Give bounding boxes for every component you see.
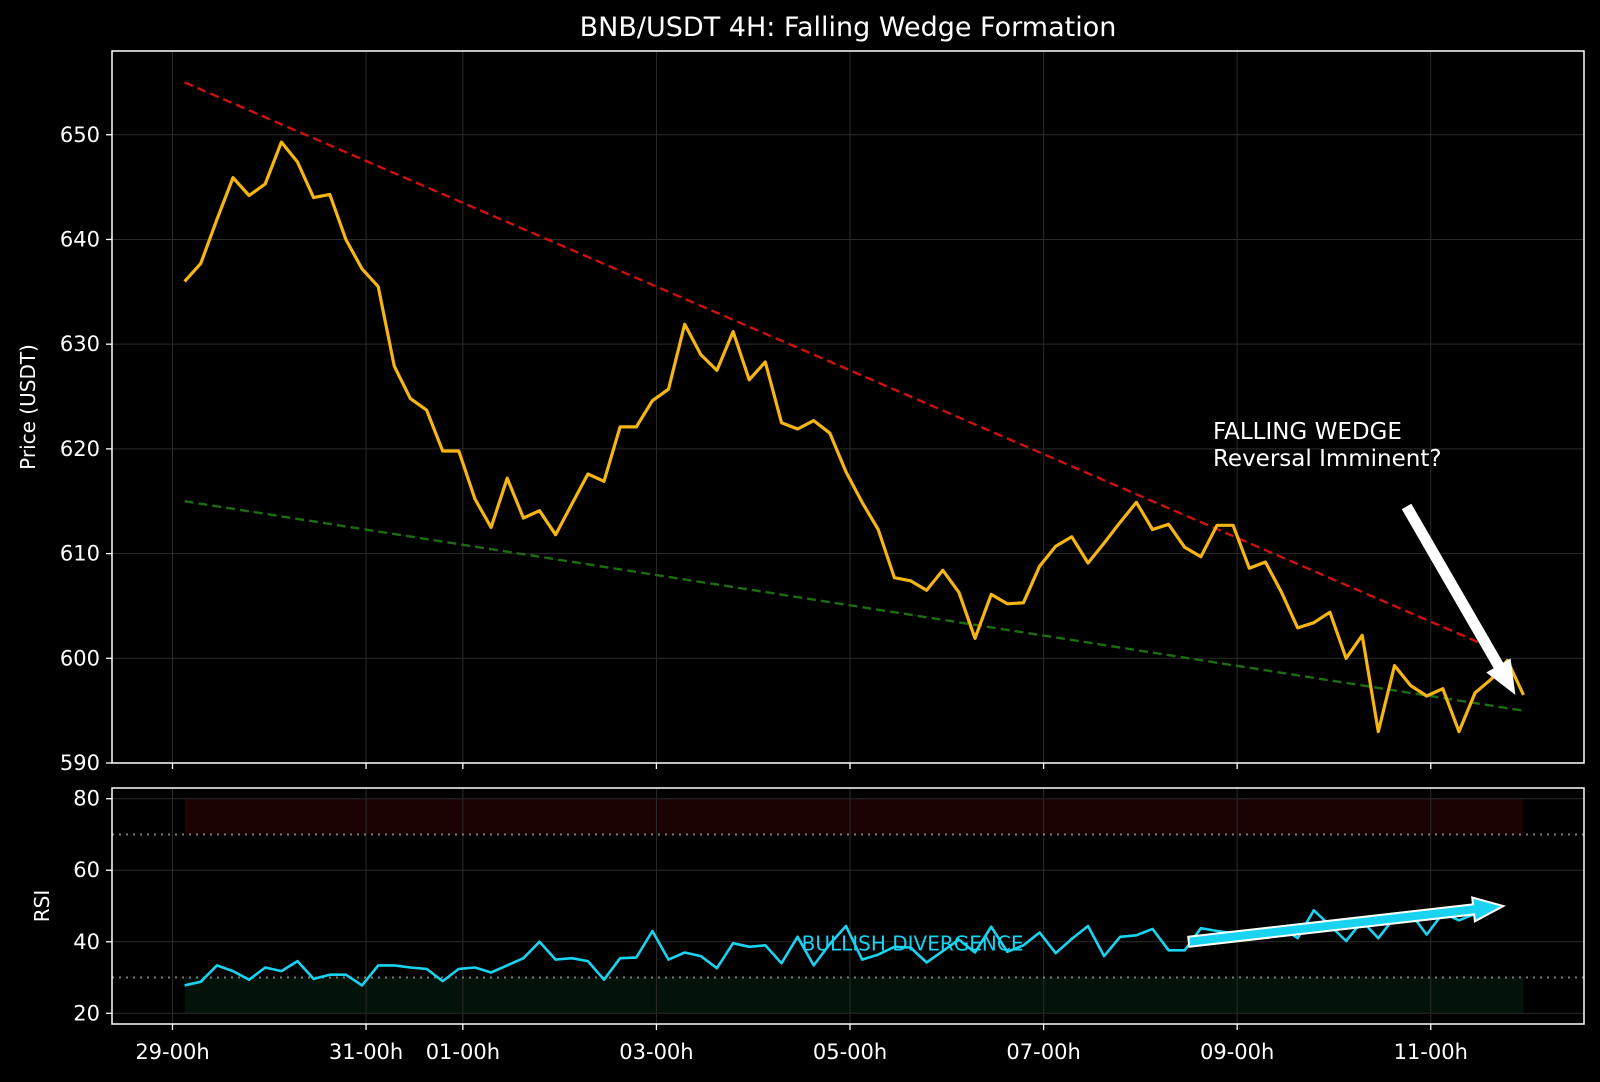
- price-y-ticks: 590 600 610 620 630 640 650: [60, 123, 112, 775]
- x-tick-label: 31-00h: [329, 1040, 403, 1064]
- rsi-y-tick-label: 80: [73, 787, 100, 811]
- x-tick-label: 07-00h: [1006, 1040, 1080, 1064]
- rsi-frame: [111, 787, 1585, 1025]
- wedge-annotation-line-2: Reversal Imminent?: [1213, 446, 1442, 472]
- x-tick-label: 05-00h: [813, 1040, 887, 1064]
- rsi-panel: BULLISH DIVERGENCE 20 40 60 80 29-00h 31-00h…: [30, 787, 1585, 1064]
- rsi-x-ticks: 29-00h 31-00h 01-00h 03-00h 05-00h 07-00h 09-0…: [135, 1024, 1468, 1064]
- rsi-grid: [112, 788, 1584, 1024]
- price-frame: [111, 50, 1585, 764]
- price-y-tick-label: 620: [60, 437, 100, 461]
- rsi-y-axis-label: RSI: [30, 890, 54, 923]
- support-trendline: [184, 500, 1524, 712]
- rsi-bands: [184, 798, 1524, 1014]
- price-series-line: [183, 140, 1525, 734]
- x-tick-label: 01-00h: [426, 1040, 500, 1064]
- chart-title: BNB/USDT 4H: Falling Wedge Formation: [580, 12, 1117, 43]
- wedge-annotation-line-1: FALLING WEDGE: [1213, 419, 1402, 445]
- price-plot-area: [112, 51, 1584, 763]
- rsi-y-ticks: 20 40 60 80: [73, 787, 112, 1025]
- price-y-tick-label: 600: [60, 646, 100, 670]
- rsi-annotation: BULLISH DIVERGENCE: [802, 896, 1506, 956]
- price-y-tick-label: 640: [60, 227, 100, 251]
- bullish-divergence-label: BULLISH DIVERGENCE: [802, 932, 1024, 956]
- price-x-ticks: [171, 763, 1432, 769]
- oversold-band: [184, 977, 1524, 1014]
- price-y-tick-label: 630: [60, 332, 100, 356]
- price-y-tick-label: 590: [60, 751, 100, 775]
- price-y-axis-label: Price (USDT): [16, 344, 40, 470]
- x-tick-label: 09-00h: [1200, 1040, 1274, 1064]
- price-panel: FALLING WEDGE Reversal Imminent? 590 600 6…: [16, 50, 1585, 775]
- reversal-arrow: [1401, 503, 1516, 695]
- rsi-y-tick-label: 40: [73, 930, 100, 954]
- price-annotation: FALLING WEDGE Reversal Imminent?: [1213, 419, 1516, 695]
- x-tick-label: 29-00h: [135, 1040, 209, 1064]
- rsi-y-tick-label: 20: [73, 1001, 100, 1025]
- divergence-arrow: [1187, 896, 1506, 948]
- price-y-tick-label: 610: [60, 542, 100, 566]
- x-tick-label: 11-00h: [1394, 1040, 1468, 1064]
- price-grid: [112, 51, 1584, 764]
- price-y-tick-label: 650: [60, 123, 100, 147]
- price-lines: [183, 81, 1525, 734]
- overbought-band: [184, 798, 1524, 835]
- rsi-y-tick-label: 60: [73, 858, 100, 882]
- x-tick-label: 03-00h: [619, 1040, 693, 1064]
